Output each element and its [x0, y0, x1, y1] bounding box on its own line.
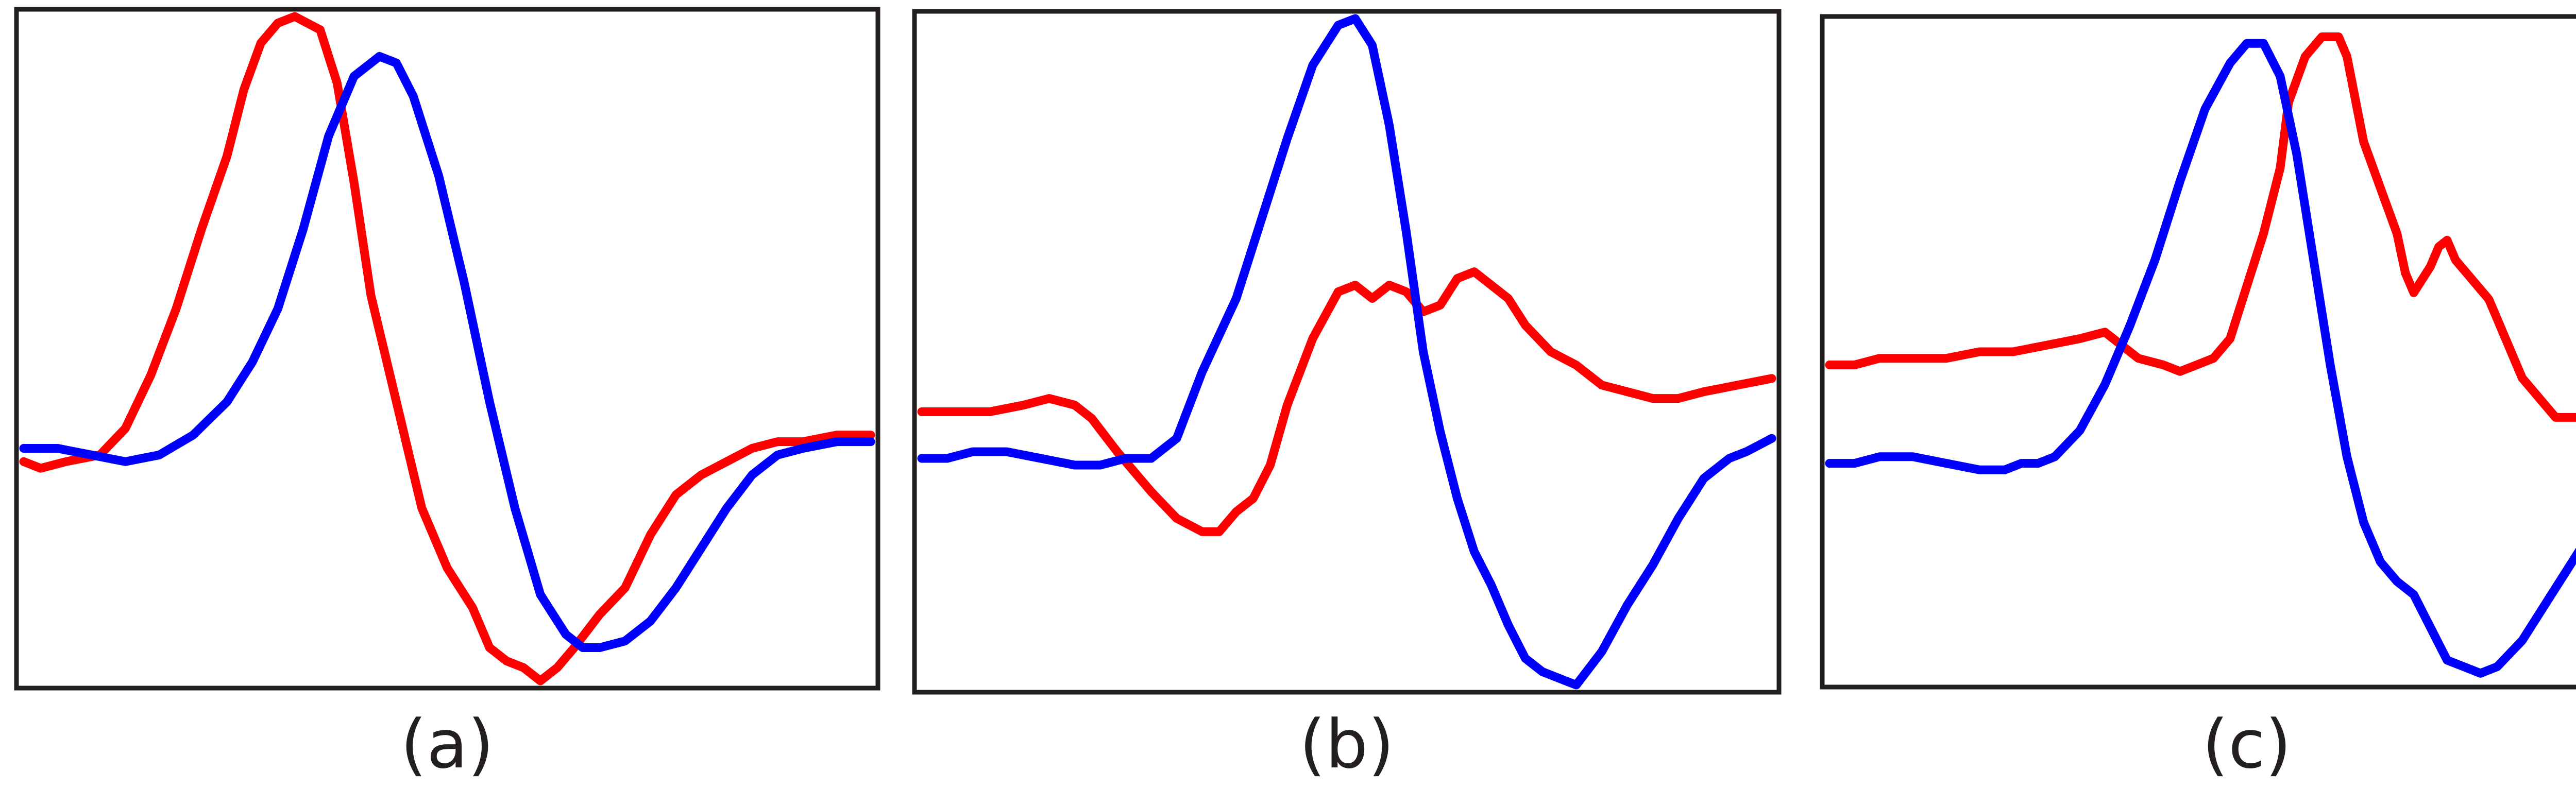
panel-c-red-line — [1825, 32, 2576, 422]
panel-c-caption: (c) — [2202, 705, 2292, 783]
panel-a-red-line — [19, 12, 875, 686]
panel-a-series — [19, 12, 875, 686]
panel-c-frame — [1820, 14, 2576, 690]
panel-b-caption: (b) — [1299, 705, 1394, 783]
panel-b-red-line — [917, 267, 1776, 536]
panel-b-frame — [912, 9, 1782, 695]
panel-c-blue-line — [1825, 39, 2576, 678]
panel-c-series — [1825, 32, 2576, 678]
panel-b: (b) — [912, 9, 1782, 783]
panel-b-blue-line — [917, 14, 1776, 690]
panel-a-blue-line — [19, 52, 875, 652]
panel-a-caption: (a) — [400, 705, 494, 783]
panel-a: (a) — [14, 7, 880, 783]
panel-a-frame — [14, 7, 880, 691]
panel-b-series — [917, 14, 1776, 690]
panel-c: (c) — [1820, 14, 2576, 783]
